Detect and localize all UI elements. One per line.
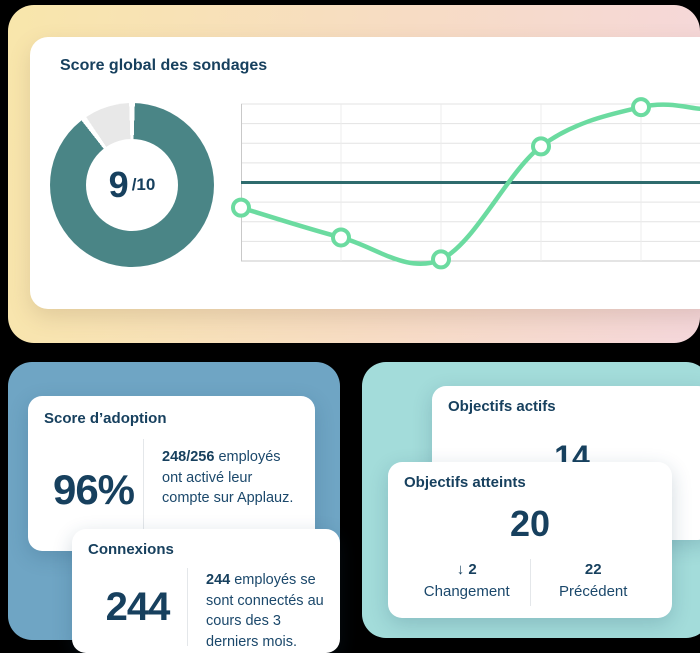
active-objectives-title: Objectifs actifs	[448, 398, 556, 415]
adoption-score-card: Score d’adoption 96% 248/256 employés on…	[28, 396, 315, 551]
previous-column: 22 Précédent	[529, 559, 657, 606]
achieved-objectives-count: 20	[509, 503, 551, 544]
survey-gradient-panel: Score global des sondages 9 /10	[8, 5, 700, 343]
connections-description: 244 employés se sont connectés au cours …	[206, 572, 324, 650]
connections-value-cell: 244	[88, 568, 188, 646]
survey-score-donut-chart: 9 /10	[50, 103, 214, 267]
connections-card: Connexions 244 244 employés se sont conn…	[72, 529, 340, 653]
adoption-percentage: 96%	[52, 466, 135, 513]
adoption-value-cell: 96%	[44, 439, 144, 541]
connections-card-title: Connexions	[88, 541, 174, 558]
survey-card-title: Score global des sondages	[60, 57, 268, 74]
achieved-objectives-title: Objectifs atteints	[404, 474, 526, 491]
donut-score-max: /10	[131, 175, 156, 194]
connections-count: 244	[105, 584, 171, 629]
adoption-card-title: Score d’adoption	[44, 410, 167, 427]
donut-center: 9 /10	[86, 139, 178, 231]
adoption-description: 248/256 employés ont activé leur compte …	[162, 449, 294, 507]
change-label: Changement	[423, 583, 510, 600]
down-arrow-icon: ↓	[456, 561, 465, 578]
change-column: ↓ 2 Changement	[404, 559, 530, 606]
previous-label: Précédent	[559, 583, 628, 600]
survey-trend-line-chart	[231, 97, 700, 270]
previous-value: 22	[584, 561, 602, 578]
donut-score-value: 9	[108, 164, 129, 205]
survey-score-card: Score global des sondages 9 /10	[30, 37, 700, 309]
change-value: 2	[468, 561, 477, 578]
achieved-objectives-card: Objectifs atteints 20 ↓ 2 Changement 22 …	[388, 462, 672, 618]
